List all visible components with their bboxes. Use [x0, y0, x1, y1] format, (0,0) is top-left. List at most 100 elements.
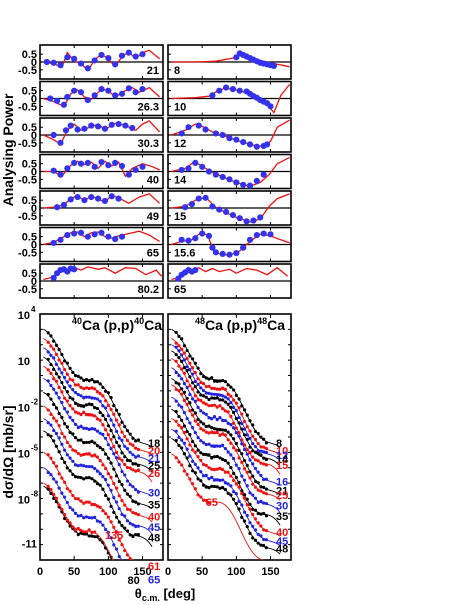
cs-data-point [101, 509, 105, 513]
cs-data-point [79, 476, 83, 480]
ap-data-point [233, 136, 240, 143]
cs-data-point [262, 528, 266, 532]
cs-data-point [90, 516, 94, 520]
cs-ytick-label: 10-5 [18, 443, 39, 460]
cs-data-point [123, 462, 127, 467]
ap-energy-label: 21 [147, 65, 159, 77]
ap-ytick-label: 0 [31, 94, 37, 106]
cs-data-point [177, 388, 181, 393]
cs-data-point [101, 423, 105, 427]
cs-data-point [90, 530, 94, 535]
ap-ytick-label: 0 [31, 240, 37, 252]
cs-data-point [90, 378, 94, 382]
cs-data-point [101, 447, 105, 452]
cs-energy-label: 8 [276, 438, 282, 450]
cs-data-point [196, 390, 200, 394]
cs-data-point [253, 466, 258, 471]
cs-data-point [104, 512, 108, 516]
cs-data-point [259, 445, 263, 449]
ap-panel-48Ca-14: 14 [167, 153, 292, 190]
cs-data-point [134, 455, 138, 459]
ap-ytick-label: 0.5 [22, 122, 37, 134]
cs-energy-label: 12 [276, 450, 288, 462]
cs-data-point [223, 395, 227, 399]
cs-data-point [98, 399, 102, 403]
cs-data-point [112, 412, 116, 416]
ap-energy-label: 12 [174, 138, 186, 150]
cs-data-point [234, 408, 238, 413]
cs-data-point [65, 425, 69, 429]
cs-data-point [182, 358, 186, 362]
cs-data-point [188, 432, 192, 437]
cs-data-point [114, 456, 119, 460]
cs-data-point [204, 442, 208, 447]
cs-data-point [212, 468, 217, 472]
cs-data-point [221, 478, 225, 482]
cs-data-point [60, 456, 64, 461]
cs-data-point [71, 459, 75, 463]
cs-data-point [253, 429, 258, 434]
cs-data-point [215, 430, 219, 434]
cs-data-point [131, 443, 135, 447]
cs-data-point [106, 515, 110, 519]
cs-data-point [120, 458, 124, 462]
ap-data-point [253, 177, 260, 184]
ap-data-point [267, 103, 274, 110]
cs-data-point [218, 478, 222, 483]
cs-data-point [248, 451, 252, 455]
cs-data-point [196, 366, 200, 370]
cs-fit-curve [171, 367, 281, 486]
cs-data-point [204, 385, 208, 389]
cs-data-point [193, 371, 197, 375]
ap-data-point [202, 126, 209, 133]
cs-data-point [264, 446, 268, 451]
cs-data-point [177, 334, 181, 338]
cs-data-point [71, 378, 75, 382]
cs-data-point [87, 379, 91, 383]
cs-data-point [229, 433, 233, 437]
ap-data-point [209, 244, 216, 251]
ap-data-point [118, 233, 126, 240]
ap-data-point [98, 229, 105, 236]
cs-data-point [82, 452, 86, 457]
ap-data-point [212, 249, 219, 256]
cs-data-point [128, 466, 132, 470]
cs-data-point [112, 452, 116, 456]
cs-data-point [223, 419, 227, 423]
ap-energy-label: 49 [147, 211, 159, 223]
cs-data-point [112, 444, 116, 449]
cs-data-point [248, 476, 252, 480]
ap-data-point [246, 236, 254, 243]
cs-data-point [229, 401, 233, 405]
cs-data-point [117, 507, 121, 511]
cs-data-point [57, 486, 61, 490]
cs-xtick-label: 100 [99, 566, 117, 578]
cs-data-point [234, 441, 238, 446]
cs-data-point [79, 412, 83, 417]
cs-xtick-label: 150 [133, 566, 151, 578]
cs-data-point [226, 450, 230, 454]
cs-xtick-label: 150 [261, 566, 279, 578]
cs-data-point [73, 497, 78, 501]
cs-data-point [240, 503, 244, 507]
cs-data-point [188, 375, 192, 379]
cs-data-point [76, 392, 80, 397]
cs-data-point [226, 461, 230, 465]
ap-panel-40Ca-30.3: 0.50-0.5 30.3 [18, 117, 164, 153]
cs-data-point [98, 392, 102, 396]
ap-data-point [250, 217, 257, 224]
cs-data-point [259, 485, 263, 489]
cs-data-point [218, 387, 222, 391]
svg-text:10: 10 [18, 310, 30, 322]
cs-data-point [240, 404, 244, 408]
cs-data-point [193, 471, 197, 475]
cs-data-point [95, 390, 99, 394]
ap-data-point [125, 85, 132, 92]
cs-data-point [65, 500, 69, 505]
ap-data-point [50, 239, 57, 247]
cs-data-point [95, 519, 99, 523]
cs-data-point [49, 362, 53, 367]
cs-data-point [193, 399, 197, 403]
ap-panel-40Ca-40: 0.50-0.5 40 [18, 153, 164, 190]
cs-data-point [191, 459, 195, 463]
